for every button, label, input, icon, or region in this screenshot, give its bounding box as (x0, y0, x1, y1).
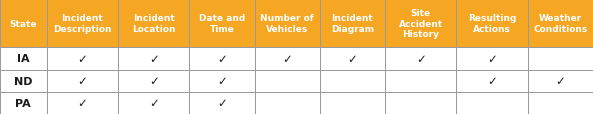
Text: IA: IA (17, 54, 30, 64)
Text: Weather
Conditions: Weather Conditions (533, 14, 588, 34)
Text: ✓: ✓ (487, 74, 497, 87)
Text: ND: ND (14, 76, 33, 86)
Bar (189, 70, 254, 92)
Bar (0, 48, 47, 70)
Text: ✓: ✓ (217, 74, 227, 87)
Text: State: State (9, 19, 37, 28)
Bar (320, 70, 385, 92)
Bar (118, 48, 189, 70)
Bar (528, 92, 593, 114)
Bar (385, 48, 457, 70)
Bar (189, 0, 254, 48)
Bar (47, 92, 118, 114)
Bar (528, 70, 593, 92)
Text: ✓: ✓ (149, 52, 158, 65)
Text: PA: PA (15, 98, 31, 108)
Text: Date and
Time: Date and Time (199, 14, 245, 34)
Text: ✓: ✓ (487, 52, 497, 65)
Text: ✓: ✓ (77, 74, 87, 87)
Bar (189, 48, 254, 70)
Bar (47, 48, 118, 70)
Bar (0, 0, 47, 48)
Bar (254, 0, 320, 48)
Bar (254, 48, 320, 70)
Text: ✓: ✓ (77, 97, 87, 109)
Text: ✓: ✓ (416, 52, 426, 65)
Bar (528, 0, 593, 48)
Text: Incident
Diagram: Incident Diagram (331, 14, 374, 34)
Bar (118, 70, 189, 92)
Text: ✓: ✓ (217, 52, 227, 65)
Bar (385, 70, 457, 92)
Bar (457, 70, 528, 92)
Text: ✓: ✓ (149, 97, 158, 109)
Bar (189, 92, 254, 114)
Bar (528, 48, 593, 70)
Bar (0, 70, 47, 92)
Bar (254, 70, 320, 92)
Bar (457, 48, 528, 70)
Text: ✓: ✓ (556, 74, 565, 87)
Text: ✓: ✓ (217, 97, 227, 109)
Text: Incident
Description: Incident Description (53, 14, 111, 34)
Bar (385, 0, 457, 48)
Bar (320, 48, 385, 70)
Bar (0, 92, 47, 114)
Text: ✓: ✓ (149, 74, 158, 87)
Text: Resulting
Actions: Resulting Actions (468, 14, 517, 34)
Text: Number of
Vehicles: Number of Vehicles (260, 14, 314, 34)
Bar (320, 92, 385, 114)
Bar (47, 70, 118, 92)
Bar (385, 92, 457, 114)
Bar (118, 92, 189, 114)
Text: ✓: ✓ (77, 52, 87, 65)
Bar (320, 0, 385, 48)
Bar (254, 92, 320, 114)
Text: ✓: ✓ (347, 52, 358, 65)
Bar (118, 0, 189, 48)
Text: Site
Accident
History: Site Accident History (398, 9, 443, 39)
Text: Incident
Location: Incident Location (132, 14, 176, 34)
Bar (457, 92, 528, 114)
Text: ✓: ✓ (282, 52, 292, 65)
Bar (457, 0, 528, 48)
Bar (47, 0, 118, 48)
